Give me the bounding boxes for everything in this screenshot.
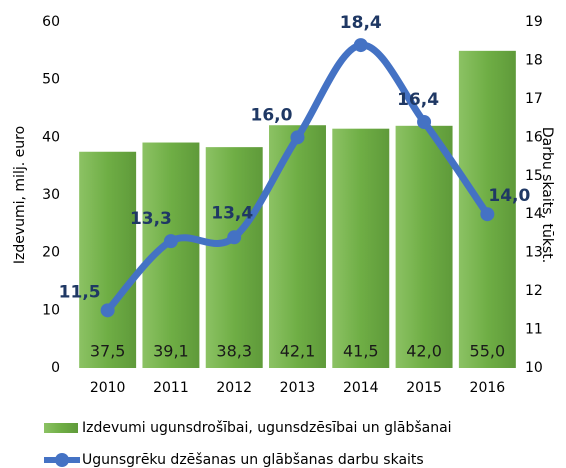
- line-value-label: 14,0: [488, 186, 530, 206]
- y-tick-label: 40: [42, 129, 60, 145]
- line-value-label: 16,4: [397, 90, 439, 110]
- x-tick-label: 2015: [406, 380, 442, 396]
- y2-tick-label: 11: [525, 322, 543, 338]
- line-value-label: 16,0: [251, 105, 293, 125]
- line-value-label: 18,4: [340, 13, 382, 33]
- bar-value-label: 37,5: [90, 342, 126, 361]
- y-tick-label: 0: [51, 360, 60, 376]
- y-axis-label: Izdevumi, milj. euro: [12, 126, 28, 264]
- bar-value-label: 38,3: [216, 342, 252, 361]
- legend-label: Ugunsgrēku dzēšanas un glābšanas darbu s…: [82, 452, 424, 468]
- bar: [332, 128, 390, 368]
- legend-swatch: [44, 423, 78, 433]
- bar-value-label: 55,0: [470, 342, 506, 361]
- x-tick-label: 2014: [343, 380, 379, 396]
- line-marker: [163, 234, 178, 249]
- line-marker: [417, 114, 432, 129]
- bar-value-label: 42,1: [280, 342, 316, 361]
- line-marker: [227, 230, 242, 245]
- bar: [205, 147, 263, 368]
- y2-tick-label: 12: [525, 283, 543, 299]
- y2-tick-label: 17: [525, 91, 543, 107]
- y-tick-label: 50: [42, 72, 60, 88]
- y-tick-label: 10: [42, 302, 60, 318]
- y-tick-label: 60: [42, 14, 60, 30]
- x-tick-label: 2011: [153, 380, 189, 396]
- y2-tick-label: 16: [525, 129, 543, 145]
- line-value-label: 11,5: [59, 282, 101, 302]
- line-value-label: 13,3: [130, 209, 172, 229]
- line-marker: [100, 303, 115, 318]
- bar-value-label: 41,5: [343, 342, 379, 361]
- line-marker: [480, 207, 495, 222]
- bar-value-label: 42,0: [406, 342, 442, 361]
- bar: [79, 151, 137, 368]
- y2-tick-label: 19: [525, 14, 543, 30]
- y-tick-label: 30: [42, 187, 60, 203]
- x-tick-label: 2010: [90, 380, 126, 396]
- legend-label: Izdevumi ugunsdrošībai, ugunsdzēsībai un…: [82, 420, 452, 436]
- y2-tick-label: 18: [525, 52, 543, 68]
- y2-tick-label: 14: [525, 206, 543, 222]
- x-tick-label: 2016: [470, 380, 506, 396]
- bar: [269, 125, 326, 369]
- y2-tick-label: 13: [525, 245, 543, 261]
- bar-value-label: 39,1: [153, 342, 189, 361]
- line-marker: [290, 130, 305, 145]
- bar: [395, 125, 453, 368]
- x-tick-label: 2012: [216, 380, 252, 396]
- y2-tick-label: 10: [525, 360, 543, 376]
- line-marker: [353, 38, 368, 53]
- y2-axis-label: Darbu skaits, tūkst.: [539, 127, 555, 263]
- y-tick-label: 20: [42, 245, 60, 261]
- legend-marker: [55, 453, 69, 467]
- x-tick-label: 2013: [280, 380, 316, 396]
- y2-tick-label: 15: [525, 168, 543, 184]
- line-value-label: 13,4: [211, 203, 253, 223]
